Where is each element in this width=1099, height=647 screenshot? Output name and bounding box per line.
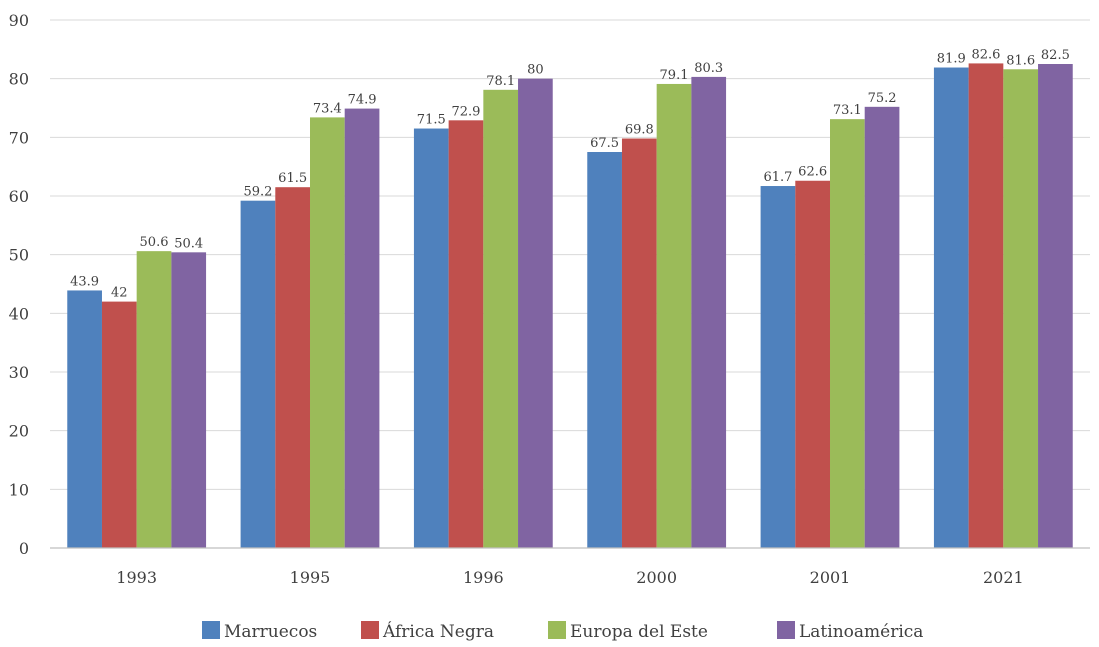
bar-Marruecos-1996: [413, 128, 449, 549]
data-labels: 43.9 42 50.6 50.4 59.2 61.5 73.4 74.9 71.5 72.9 78…: [70, 47, 1070, 300]
legend-label: Europa del Este: [570, 622, 708, 642]
data-label: 74.9: [348, 93, 377, 108]
bar-Marruecos-2021: [933, 67, 969, 549]
x-axis-ticks: 1993 1995 1996 2000 2001 2021: [116, 568, 1023, 587]
data-label: 71.5: [417, 113, 446, 128]
data-label: 82.5: [1041, 48, 1070, 63]
y-tick-label: 90: [9, 11, 29, 30]
x-tick-label: 2001: [810, 568, 851, 587]
y-tick-label: 20: [9, 422, 29, 441]
bar-Marruecos-1993: [67, 290, 102, 548]
data-label: 42: [111, 286, 128, 301]
data-label: 50.6: [140, 235, 169, 250]
legend-item: Marruecos: [202, 621, 317, 642]
bar-África Negra-2001: [795, 180, 830, 548]
legend-swatch: [361, 621, 379, 639]
bar-Latinoamérica-2000: [691, 76, 727, 548]
bar-Europa del Este-1996: [483, 89, 519, 549]
y-axis-ticks: 0 10 20 30 40 50 60 70 80 90: [9, 11, 29, 558]
y-tick-label: 60: [9, 187, 29, 206]
bar-Europa del Este-1995: [310, 117, 345, 549]
bar-Europa del Este-2001: [830, 119, 865, 548]
x-tick-label: 1995: [290, 568, 331, 587]
bar-Europa del Este-2000: [656, 83, 692, 549]
legend-label: Marruecos: [224, 622, 317, 642]
bar-Latinoamérica-2021: [1038, 64, 1073, 548]
bar-Latinoamérica-1995: [344, 108, 380, 548]
data-label: 43.9: [70, 274, 99, 289]
data-label: 80: [527, 63, 544, 78]
data-label: 50.4: [174, 236, 203, 251]
bar-Marruecos-2000: [587, 152, 622, 548]
data-label: 69.8: [625, 123, 654, 138]
data-label: 61.5: [278, 171, 307, 186]
data-label: 67.5: [590, 136, 619, 151]
y-tick-label: 70: [9, 128, 29, 147]
legend-label: África Negra: [382, 621, 494, 642]
y-tick-label: 80: [9, 70, 29, 89]
data-label: 59.2: [243, 185, 272, 200]
bar-África Negra-1993: [101, 301, 137, 548]
data-label: 78.1: [486, 74, 515, 89]
legend-label: Latinoamérica: [799, 622, 923, 642]
legend: Marruecos África Negra Europa del Este Lati…: [202, 621, 923, 642]
bars: [67, 63, 1073, 549]
y-tick-label: 30: [9, 363, 29, 382]
legend-item: Europa del Este: [548, 621, 708, 642]
data-label: 75.2: [868, 91, 897, 106]
bar-Europa del Este-2021: [1003, 69, 1039, 548]
bar-África Negra-2021: [968, 63, 1004, 549]
legend-item: Latinoamérica: [777, 621, 923, 642]
legend-item: África Negra: [361, 621, 494, 642]
legend-swatch: [548, 621, 566, 639]
bar-Marruecos-2001: [760, 186, 796, 548]
x-tick-label: 2000: [636, 568, 677, 587]
data-label: 72.9: [452, 104, 481, 119]
data-label: 82.6: [972, 47, 1001, 62]
data-label: 62.6: [798, 165, 827, 180]
bar-Latinoamérica-2001: [864, 106, 900, 549]
bar-Latinoamérica-1993: [171, 252, 207, 548]
y-tick-label: 0: [19, 539, 29, 558]
bar-África Negra-1995: [275, 187, 310, 548]
x-tick-label: 1993: [116, 568, 157, 587]
data-label: 79.1: [660, 68, 689, 83]
legend-swatch: [777, 621, 795, 639]
data-label: 73.4: [313, 101, 342, 116]
bar-Latinoamérica-1996: [518, 78, 553, 549]
data-label: 80.3: [694, 61, 723, 76]
bar-África Negra-1996: [448, 120, 484, 548]
data-label: 61.7: [763, 170, 792, 185]
legend-swatch: [202, 621, 220, 639]
y-tick-label: 10: [9, 480, 29, 499]
bar-África Negra-2000: [621, 138, 657, 549]
y-tick-label: 40: [9, 304, 29, 323]
data-label: 81.9: [937, 52, 966, 67]
gridlines: [50, 19, 1090, 490]
y-tick-label: 50: [9, 246, 29, 265]
data-label: 81.6: [1006, 53, 1035, 68]
x-tick-label: 2021: [983, 568, 1024, 587]
x-tick-label: 1996: [463, 568, 504, 587]
bar-Europa del Este-1993: [136, 251, 172, 548]
bar-Marruecos-1995: [240, 200, 276, 548]
data-label: 73.1: [833, 103, 862, 118]
